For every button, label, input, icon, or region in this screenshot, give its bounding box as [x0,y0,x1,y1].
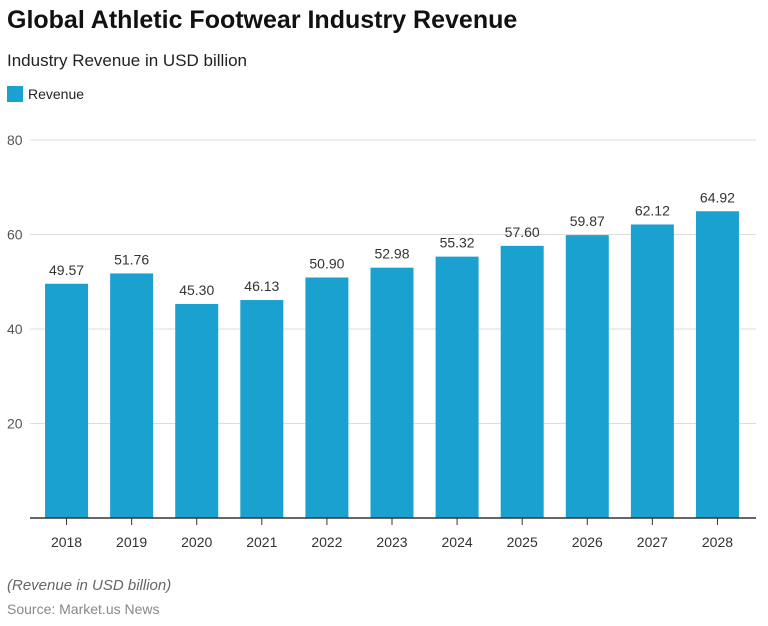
bar [240,300,284,518]
data-label: 57.60 [505,224,540,240]
x-tick-label: 2020 [181,534,212,550]
data-label: 64.92 [700,189,735,205]
bar [500,245,544,518]
x-tick-label: 2022 [311,534,342,550]
x-tick-label: 2025 [507,534,538,550]
x-tick-label: 2023 [376,534,407,550]
y-tick-label: 20 [7,416,23,432]
x-tick-label: 2019 [116,534,147,550]
data-label: 46.13 [244,278,279,294]
data-label: 49.57 [49,262,84,278]
bar [370,267,414,518]
chart-title: Global Athletic Footwear Industry Revenu… [7,6,518,34]
bar [175,303,219,518]
data-label: 62.12 [635,202,670,218]
data-label: 45.30 [179,282,214,298]
data-label: 50.90 [309,255,344,271]
x-tick-label: 2024 [442,534,473,550]
data-label: 52.98 [374,246,409,262]
legend-swatch [7,86,23,102]
x-tick-label: 2027 [637,534,668,550]
y-tick-label: 60 [7,227,23,243]
legend: Revenue [7,86,84,102]
bar [565,235,609,518]
chart-note: (Revenue in USD billion) [7,577,172,594]
x-tick-label: 2026 [572,534,603,550]
bar [695,211,739,519]
y-tick-label: 40 [7,321,23,337]
bar [45,283,89,518]
bar [305,277,349,518]
chart-subtitle: Industry Revenue in USD billion [7,51,248,70]
x-tick-label: 2021 [246,534,277,550]
data-label: 55.32 [440,235,475,251]
bar [435,256,479,518]
chart-source: Source: Market.us News [7,601,160,617]
data-label: 51.76 [114,251,149,267]
y-tick-label: 80 [7,132,23,148]
data-label: 59.87 [570,213,605,229]
legend-label: Revenue [28,86,85,102]
x-tick-label: 2018 [51,534,82,550]
bar [110,273,154,518]
x-tick-label: 2028 [702,534,733,550]
bar [630,224,674,518]
